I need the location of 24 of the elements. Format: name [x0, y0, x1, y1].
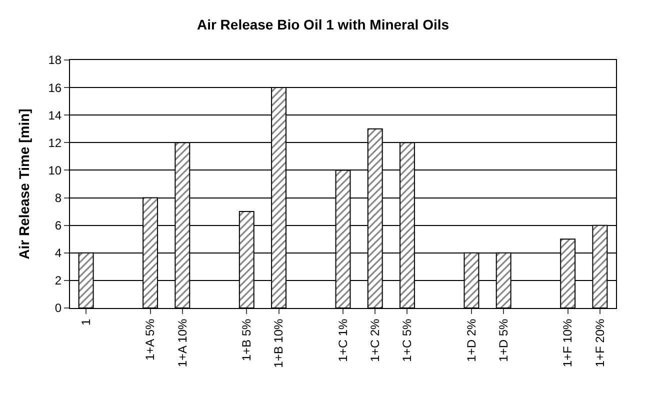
x-tick-label: 1+A 10% [175, 318, 190, 368]
y-tick-label: 14 [48, 108, 62, 122]
x-tick-label: 1+B 5% [240, 318, 254, 362]
x-tick-label: 1+B 10% [272, 318, 286, 368]
x-tick-label: 1+F 20% [592, 318, 607, 368]
x-tick-label: 1+C 5% [400, 318, 414, 362]
y-tick-label: 10 [48, 163, 62, 178]
x-tick-label: 1+A 5% [143, 318, 158, 361]
x-tick-label: 1+C 2% [368, 318, 382, 362]
y-tick-label: 18 [48, 53, 62, 68]
y-tick-label: 2 [54, 274, 62, 288]
y-tick-label: 0 [54, 301, 62, 316]
y-tick-label: 8 [54, 190, 62, 205]
x-tick-label: 1 [78, 318, 93, 326]
y-tick-label: 12 [48, 136, 62, 150]
y-tick-label: 16 [48, 80, 62, 95]
x-tick-label: 1+D 2% [464, 318, 478, 362]
x-tick-label: 1+D 5% [496, 318, 510, 362]
x-tick-label: 1+F 10% [560, 318, 575, 368]
y-tick-label: 6 [54, 218, 62, 233]
chart-title: Air Release Bio Oil 1 with Mineral Oils [196, 16, 450, 33]
x-tick-label: 1+C 1% [336, 318, 350, 362]
y-axis-title: Air Release Time [min] [16, 108, 32, 260]
y-tick-label: 4 [54, 246, 62, 260]
